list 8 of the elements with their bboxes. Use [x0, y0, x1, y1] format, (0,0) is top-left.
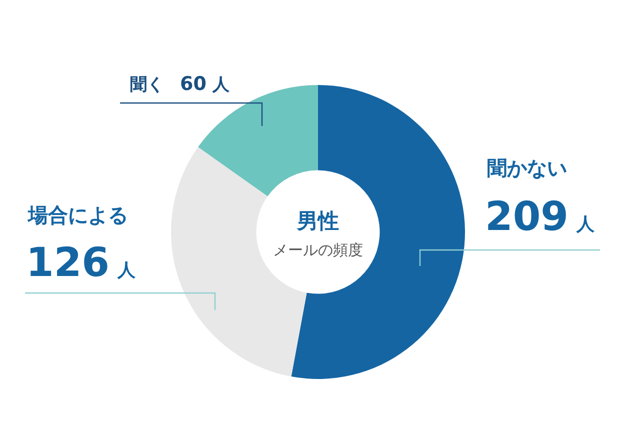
slice-label: 場合による [27, 203, 128, 227]
data-label: 60 人 [180, 73, 230, 95]
data-label: 209 人 [485, 194, 596, 240]
slice-label: 聞かない [487, 156, 567, 180]
data-label: 126 人 [26, 240, 136, 286]
slice-label: 聞く [130, 75, 164, 95]
text: 男性 [296, 209, 339, 233]
text: メールの頻度 [273, 241, 363, 259]
